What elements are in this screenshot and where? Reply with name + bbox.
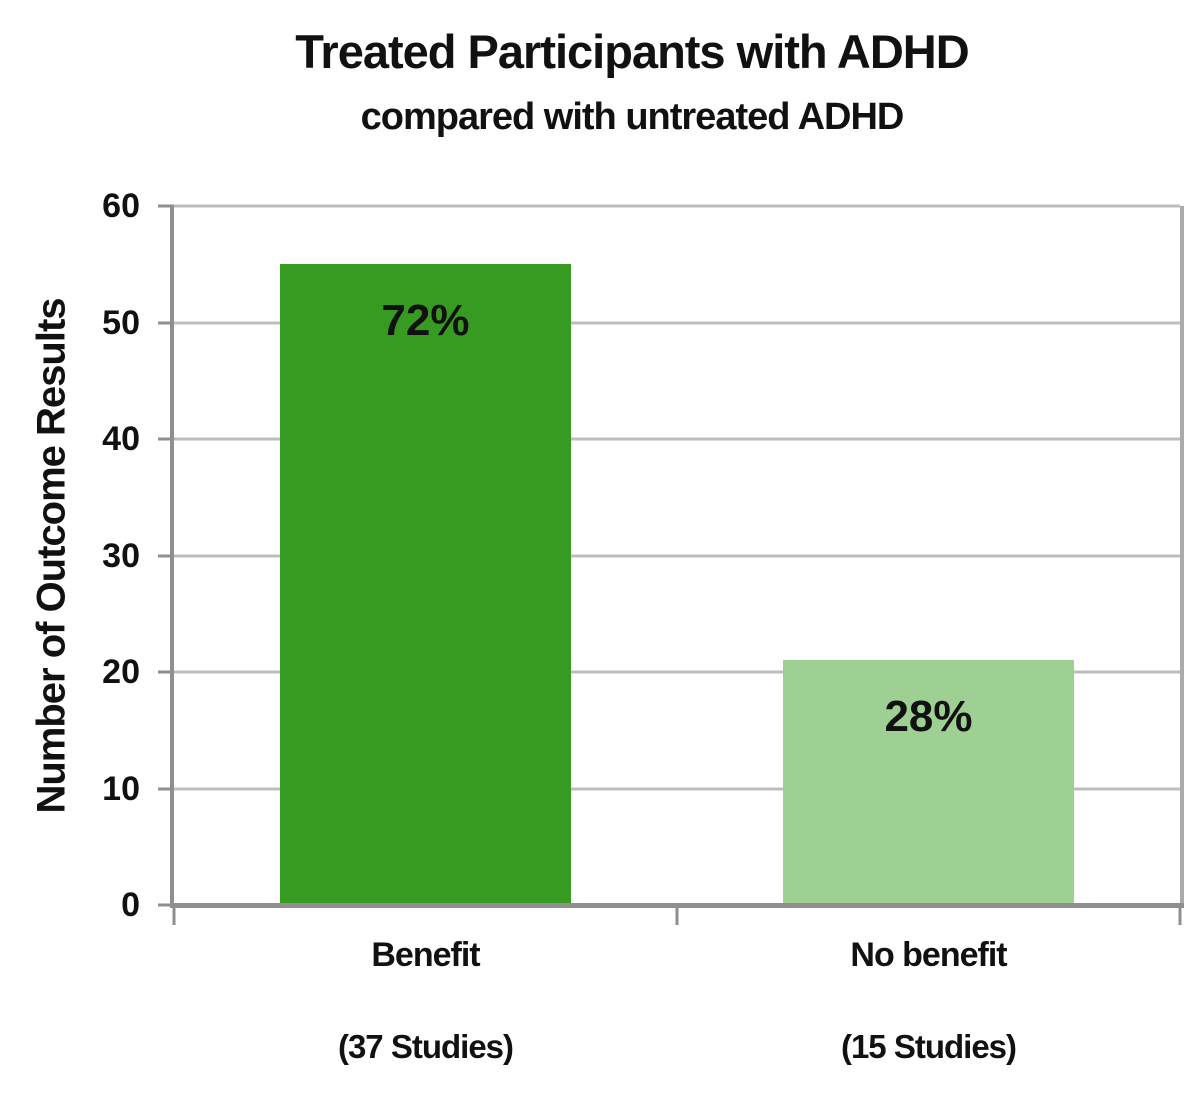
bar-benefit: 72%	[279, 264, 572, 905]
y-axis-tick	[158, 437, 174, 441]
y-axis-tick	[158, 903, 174, 907]
x-axis-labels: Benefit (37 Studies) No benefit (15 Studies…	[174, 936, 1180, 1096]
plot-border-right	[1180, 206, 1184, 908]
y-axis-tick	[158, 321, 174, 324]
x-axis-ticks	[172, 905, 1182, 925]
gridline	[174, 204, 1180, 208]
gridline	[174, 670, 1180, 674]
y-axis-tick-labels: 0 10 20 30 40 50 60	[40, 189, 140, 922]
y-axis-tick-label: 30	[102, 536, 140, 575]
y-axis-tick-label: 50	[102, 303, 140, 342]
bar-value-label: 72%	[381, 296, 470, 346]
gridline	[174, 787, 1180, 790]
chart-title: Treated Participants with ADHD	[295, 25, 969, 78]
bar-value-label: 28%	[884, 692, 973, 742]
y-axis-tick	[158, 787, 174, 790]
category-sublabel: (15 Studies)	[840, 1028, 1017, 1065]
y-axis-tick-label: 60	[102, 187, 140, 225]
x-axis-tick	[675, 905, 679, 925]
gridline	[174, 554, 1180, 557]
category-label: Benefit	[371, 936, 480, 974]
y-axis-tick-label: 40	[102, 420, 140, 458]
chart-subtitle: compared with untreated ADHD	[360, 96, 905, 138]
x-axis-line	[170, 903, 1184, 908]
bar-no-benefit: 28%	[782, 660, 1075, 905]
category-label: No benefit	[850, 936, 1007, 974]
y-axis-line	[170, 206, 174, 908]
y-axis-tick	[158, 670, 174, 674]
y-axis-tick-label: 10	[102, 769, 140, 808]
gridline	[174, 437, 1180, 441]
y-axis-ticks	[158, 204, 174, 907]
y-axis-tick	[158, 204, 174, 208]
gridline	[174, 321, 1180, 324]
y-axis-tick-label: 20	[102, 653, 140, 691]
plot-area: 72% 28%	[174, 204, 1180, 907]
y-axis-tick-label: 0	[121, 886, 140, 924]
x-axis-tick	[172, 905, 176, 925]
category-sublabel: (37 Studies)	[337, 1028, 514, 1065]
y-axis-tick	[158, 554, 174, 557]
x-axis-tick	[1178, 905, 1182, 925]
